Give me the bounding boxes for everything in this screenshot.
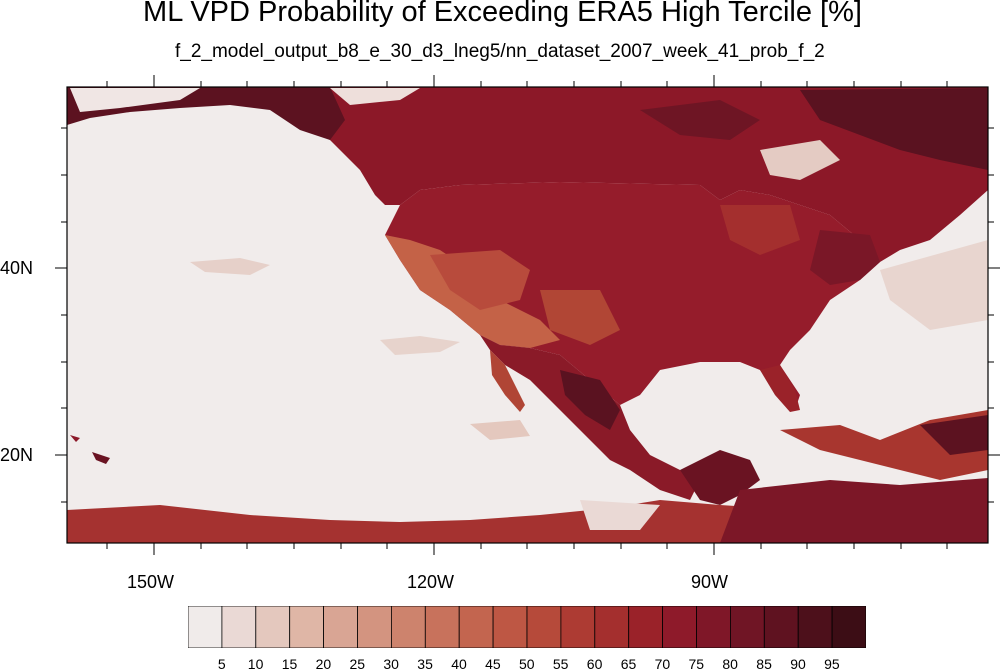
legend-swatch xyxy=(323,605,358,649)
ocean-patch xyxy=(880,240,988,330)
ocean-patch xyxy=(470,420,530,440)
legend-swatch xyxy=(797,605,833,649)
land-baja xyxy=(490,350,525,412)
land-canada xyxy=(67,87,988,262)
lat-label-40n: 40N xyxy=(0,258,34,278)
land-hawaii xyxy=(70,435,80,442)
land-hudson-dark xyxy=(800,88,988,170)
legend-tick-label: 95 xyxy=(824,656,840,672)
pale-patch xyxy=(330,88,420,105)
legend-swatch xyxy=(662,605,697,649)
legend-tick-label: 70 xyxy=(654,656,671,672)
land-mexico-dark xyxy=(560,370,620,430)
land-great-lakes xyxy=(720,205,800,255)
ocean-patch xyxy=(190,258,270,275)
ocean-patch xyxy=(380,336,460,355)
legend-swatch xyxy=(831,605,867,649)
land-southern-dark xyxy=(720,478,988,543)
legend-swatch xyxy=(560,605,596,649)
color-legend-bar xyxy=(187,605,867,649)
legend-tick-label: 75 xyxy=(688,656,705,672)
legend-swatch xyxy=(187,605,223,649)
legend-tick-label: 30 xyxy=(383,656,399,672)
legend-tick-label: 20 xyxy=(315,656,332,672)
legend-tick-label: 25 xyxy=(349,656,366,672)
land-great-basin xyxy=(430,250,530,310)
lon-label-90w: 90W xyxy=(691,572,729,592)
legend-tick-label: 15 xyxy=(281,656,298,672)
legend-swatch xyxy=(594,605,630,649)
land-florida xyxy=(760,365,800,412)
legend-tick-label: 90 xyxy=(790,656,806,672)
legend-swatch xyxy=(357,605,392,649)
legend-swatch xyxy=(730,605,765,649)
legend-tick-label: 5 xyxy=(217,656,226,672)
legend-tick-label: 40 xyxy=(451,656,467,672)
legend-swatch xyxy=(492,605,528,649)
legend-tick-label: 45 xyxy=(485,656,501,672)
legend-swatch xyxy=(424,605,460,649)
legend-tick-label: 65 xyxy=(620,656,637,672)
legend-swatch xyxy=(628,605,664,649)
pale-patch xyxy=(760,140,840,180)
ocean-patch xyxy=(580,500,660,530)
land-canada-dark xyxy=(640,100,760,140)
map-subtitle: f_2_model_output_b8_e_30_d3_lneg5/nn_dat… xyxy=(175,41,825,62)
land-east-dark xyxy=(810,230,880,285)
legend-tick-label: 50 xyxy=(519,656,535,672)
legend-swatch xyxy=(255,605,291,649)
lon-label-150w: 150W xyxy=(127,572,175,592)
land-caribbean-dark xyxy=(920,415,988,455)
legend-swatch xyxy=(696,605,731,649)
land-hawaii xyxy=(92,452,110,464)
legend-swatch xyxy=(526,605,562,649)
legend-tick-label: 80 xyxy=(722,656,738,672)
lon-label-120w: 120W xyxy=(407,572,455,592)
map-title: ML VPD Probability of Exceeding ERA5 Hig… xyxy=(143,0,862,28)
legend-swatch xyxy=(221,605,257,649)
legend-tick-label: 85 xyxy=(756,656,772,672)
legend-swatch xyxy=(458,605,494,649)
legend-swatch xyxy=(390,605,426,649)
legend-tick-label: 55 xyxy=(552,656,569,672)
land-plains-mid xyxy=(540,290,620,345)
legend-tick-label: 10 xyxy=(247,656,264,672)
lat-label-20n: 20N xyxy=(0,445,34,465)
legend-swatch xyxy=(763,605,799,649)
pale-patch xyxy=(70,88,200,112)
legend-tick-label: 60 xyxy=(586,656,603,672)
legend-tick-label: 35 xyxy=(417,656,433,672)
legend-swatch xyxy=(289,605,324,649)
